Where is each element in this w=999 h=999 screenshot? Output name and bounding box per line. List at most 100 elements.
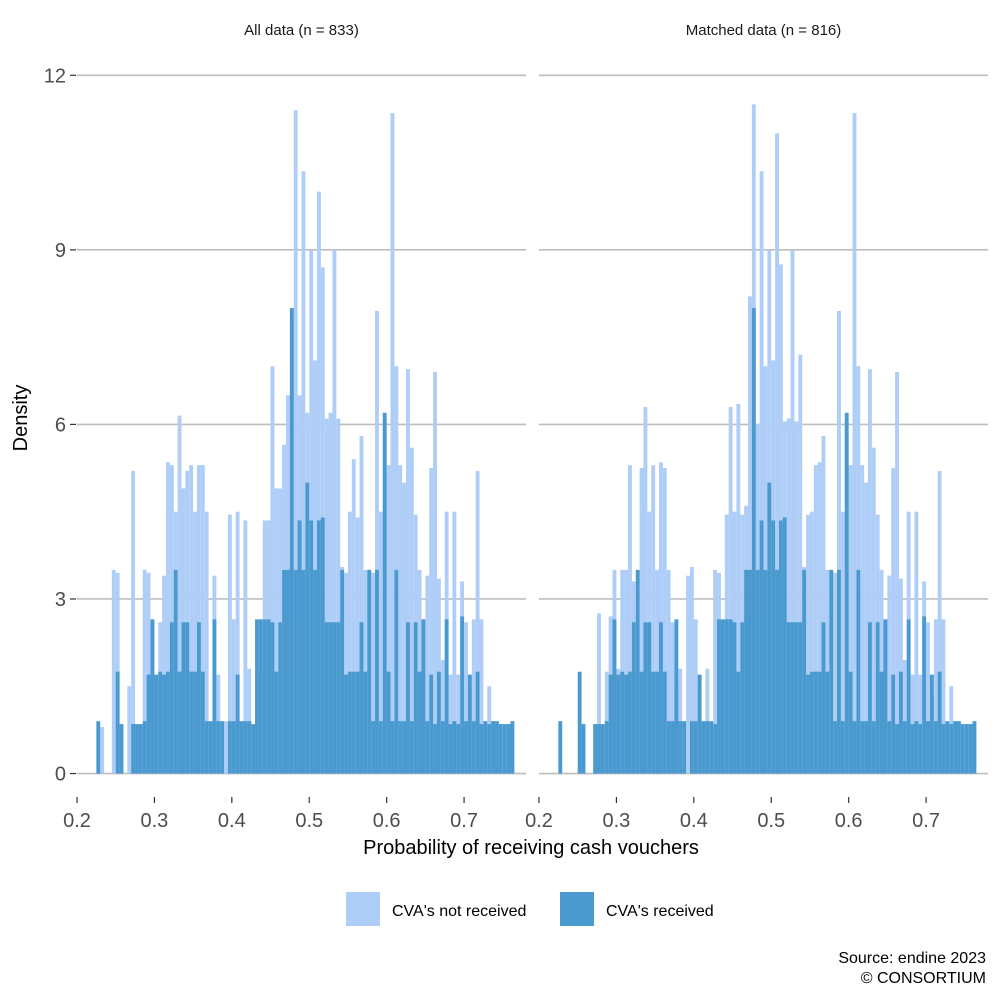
bar-0-1-16 — [181, 622, 186, 774]
y-axis-title: Density — [10, 385, 32, 452]
bar-1-1-21 — [662, 671, 667, 774]
bar-1-1-12 — [628, 671, 632, 774]
bar-1-1-90 — [929, 674, 934, 774]
bar-1-1-53 — [786, 622, 791, 774]
bar-1-0-13 — [651, 465, 656, 774]
bar-1-1-32 — [705, 721, 710, 774]
bar-1-1-10 — [620, 671, 625, 774]
bar-0-1-60 — [351, 671, 356, 774]
bar-0-1-6 — [142, 721, 147, 774]
bar-1-1-84 — [906, 619, 911, 774]
bar-1-1-70 — [852, 721, 857, 774]
bar-0-1-61 — [355, 671, 360, 774]
bar-1-0-11 — [643, 406, 648, 774]
bar-1-1-91 — [933, 721, 938, 774]
bar-0-0-54 — [351, 459, 356, 774]
x-tick-label-0-5: 0.7 — [450, 810, 478, 832]
bar-0-1-0 — [96, 721, 101, 774]
bar-0-1-68 — [382, 412, 387, 774]
x-tick-label-1-3: 0.5 — [757, 810, 785, 832]
bar-0-1-92 — [475, 671, 480, 774]
bar-1-1-89 — [926, 721, 930, 774]
bar-0-1-19 — [193, 671, 197, 774]
bar-1-1-76 — [875, 622, 880, 774]
bar-0-1-55 — [332, 622, 337, 774]
bar-0-0-5 — [142, 569, 147, 774]
bar-1-1-2 — [581, 724, 586, 774]
bar-0-0-73 — [425, 575, 430, 774]
bar-0-1-37 — [262, 619, 267, 774]
bar-1-1-62 — [821, 622, 826, 774]
bar-0-1-80 — [429, 674, 434, 774]
bar-0-0-0 — [100, 726, 105, 774]
legend-key-not-received — [346, 892, 380, 926]
bar-0-0-83 — [464, 622, 468, 774]
bar-0-1-8 — [150, 619, 155, 774]
bar-1-1-18 — [651, 671, 656, 774]
bar-1-1-83 — [902, 721, 907, 774]
bar-0-1-94 — [483, 721, 488, 774]
bar-1-1-96 — [953, 721, 958, 774]
bar-0-1-93 — [479, 724, 484, 774]
legend-label-received: CVA's received — [606, 903, 714, 920]
bar-1-1-71 — [856, 569, 861, 774]
bar-0-1-30 — [235, 674, 240, 774]
bar-1-1-13 — [631, 622, 636, 774]
bar-1-1-101 — [972, 721, 977, 774]
bar-1-1-39 — [732, 622, 737, 774]
bar-1-1-75 — [871, 721, 876, 774]
x-tick-label-1-0: 0.2 — [525, 810, 553, 832]
bar-0-0-59 — [371, 572, 376, 774]
bar-0-1-45 — [293, 569, 298, 774]
y-tick-label-4: 12 — [44, 65, 66, 87]
bar-0-1-81 — [433, 724, 437, 774]
bar-0-0-26 — [235, 511, 240, 774]
bar-1-0-45 — [786, 418, 791, 774]
bar-1-1-36 — [720, 619, 725, 774]
bar-0-0-24 — [227, 514, 232, 774]
bar-0-1-66 — [375, 569, 379, 774]
bar-1-1-16 — [643, 622, 648, 774]
bar-0-0-74 — [429, 468, 434, 774]
bar-1-0-26 — [713, 569, 718, 774]
bar-1-0-16 — [662, 468, 667, 774]
bar-1-1-38 — [728, 619, 733, 774]
bar-1-0-7 — [628, 465, 632, 774]
bar-1-0-0 — [597, 613, 601, 774]
bar-0-1-97 — [495, 721, 499, 774]
bar-1-1-48 — [767, 482, 772, 774]
x-tick-label-1-5: 0.7 — [912, 810, 940, 832]
bar-0-0-64 — [390, 113, 395, 774]
bar-1-0-22 — [689, 566, 694, 774]
bar-1-1-56 — [798, 622, 803, 774]
bar-1-1-35 — [717, 619, 721, 774]
bar-0-1-87 — [456, 724, 461, 774]
bar-1-1-59 — [809, 671, 814, 774]
bar-0-1-1 — [115, 671, 120, 774]
bar-0-1-65 — [371, 721, 376, 774]
bar-1-0-38 — [759, 171, 764, 774]
bar-0-0-68 — [406, 369, 410, 774]
bar-1-1-41 — [740, 622, 745, 774]
bar-0-1-31 — [239, 721, 244, 774]
bar-1-0-23 — [693, 619, 698, 774]
bar-1-0-51 — [809, 511, 814, 774]
bar-1-1-23 — [670, 721, 675, 774]
bar-0-1-88 — [460, 616, 465, 774]
bar-0-0-79 — [448, 674, 453, 774]
caption-source: Source: endine 2023 — [838, 950, 986, 967]
bar-0-1-98 — [498, 724, 503, 774]
bar-1-1-7 — [608, 674, 613, 774]
bar-1-1-49 — [771, 520, 776, 774]
bar-1-1-30 — [697, 674, 702, 774]
bar-0-0-77 — [440, 660, 445, 774]
bar-0-1-9 — [154, 674, 159, 774]
bar-1-1-97 — [957, 721, 961, 774]
bar-0-0-87 — [479, 619, 484, 774]
bar-1-1-57 — [802, 569, 807, 774]
x-axis-title: Probability of receiving cash vouchers — [363, 837, 699, 859]
bar-0-1-101 — [510, 721, 515, 774]
bar-0-1-26 — [220, 721, 225, 774]
bar-0-1-13 — [169, 622, 174, 774]
bar-1-0-61 — [848, 465, 853, 774]
